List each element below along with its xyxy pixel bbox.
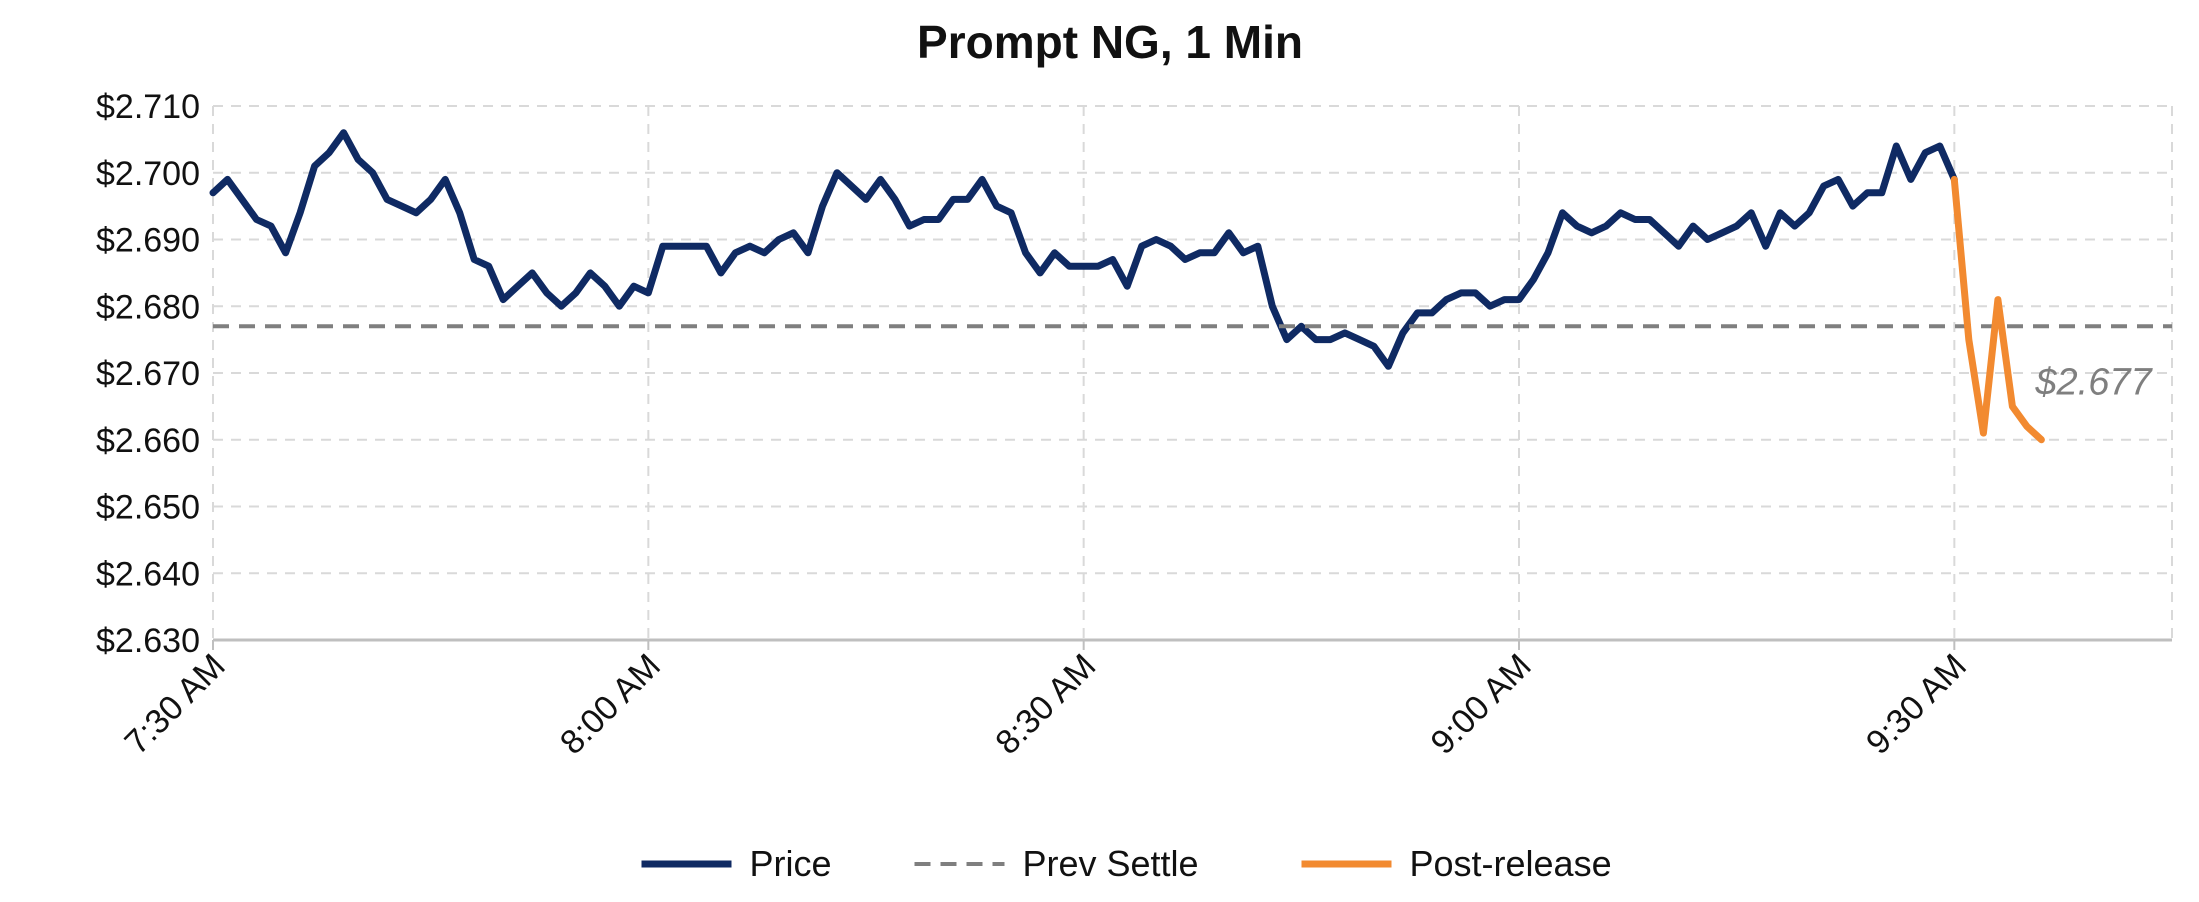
y-tick-label: $2.690: [96, 222, 200, 260]
legend-label-price: Price: [750, 843, 832, 884]
annotation-label: $2.677: [2034, 361, 2153, 403]
y-tick-label: $2.660: [96, 422, 200, 460]
series-layer: [209, 129, 2172, 444]
series-line-post-release: [1950, 175, 2045, 444]
annotations: $2.677: [2034, 361, 2153, 403]
series-line-price: [209, 129, 1958, 370]
legend-label-prev-settle: Prev Settle: [1023, 843, 1199, 884]
chart-title: Prompt NG, 1 Min: [917, 16, 1303, 68]
y-tick-label: $2.640: [96, 555, 200, 593]
grid: [213, 105, 2173, 640]
y-tick-label: $2.680: [96, 288, 200, 326]
y-tick-label: $2.710: [96, 88, 200, 126]
y-tick-label: $2.700: [96, 155, 200, 193]
y-tick-label: $2.630: [96, 622, 200, 660]
legend-label-post-release: Post-release: [1410, 843, 1612, 884]
y-tick-label: $2.670: [96, 355, 200, 393]
y-tick-label: $2.650: [96, 489, 200, 527]
legend: Price Prev Settle Post-release: [641, 843, 1612, 884]
